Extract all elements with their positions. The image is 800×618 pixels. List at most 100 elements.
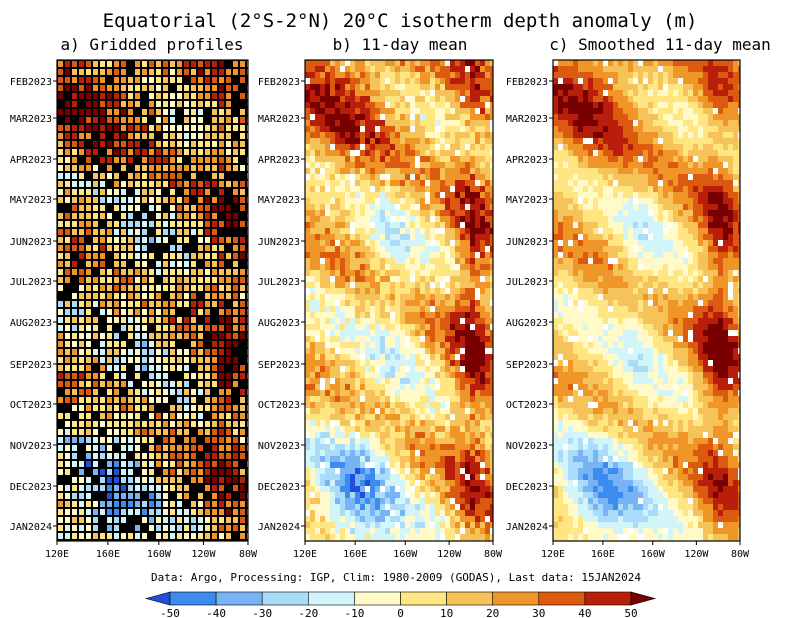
heatmap-cell (608, 120, 613, 126)
heatmap-cell (121, 437, 126, 443)
heatmap-cell (58, 437, 63, 443)
heatmap-cell (360, 162, 365, 168)
heatmap-cell (410, 516, 415, 522)
heatmap-cell (430, 342, 435, 348)
heatmap-cell (310, 186, 315, 192)
heatmap-cell (305, 348, 310, 354)
heatmap-cell (205, 197, 210, 203)
heatmap-cell (728, 108, 733, 114)
heatmap-cell (420, 390, 425, 396)
heatmap-cell (340, 408, 345, 414)
heatmap-cell (184, 141, 189, 147)
heatmap-cell (86, 157, 91, 163)
heatmap-cell (233, 509, 238, 515)
heatmap-cell (305, 264, 310, 270)
heatmap-cell (425, 234, 430, 240)
heatmap-cell (330, 186, 335, 192)
heatmap-cell (425, 438, 430, 444)
heatmap-cell (385, 192, 390, 198)
heatmap-cell (191, 317, 196, 323)
heatmap-cell (320, 336, 325, 342)
heatmap-cell (205, 437, 210, 443)
heatmap-cell (170, 109, 175, 115)
heatmap-cell (603, 102, 608, 108)
heatmap-cell (435, 408, 440, 414)
heatmap-cell (440, 144, 445, 150)
heatmap-cell (128, 533, 133, 539)
heatmap-cell (219, 93, 224, 99)
heatmap-cell (380, 72, 385, 78)
heatmap-cell (598, 72, 603, 78)
heatmap-cell (395, 96, 400, 102)
heatmap-cell (475, 534, 480, 540)
heatmap-cell (450, 408, 455, 414)
heatmap-cell (460, 150, 465, 156)
heatmap-cell (390, 534, 395, 540)
heatmap-cell (184, 405, 189, 411)
heatmap-cell (698, 72, 703, 78)
heatmap-cell (460, 312, 465, 318)
heatmap-cell (58, 469, 63, 475)
heatmap-cell (170, 229, 175, 235)
heatmap-cell (72, 261, 77, 267)
heatmap-cell (315, 432, 320, 438)
heatmap-cell (86, 341, 91, 347)
heatmap-cell (648, 132, 653, 138)
heatmap-cell (233, 501, 238, 507)
heatmap-cell (184, 285, 189, 291)
heatmap-cell (320, 174, 325, 180)
heatmap-cell (198, 285, 203, 291)
heatmap-cell (450, 156, 455, 162)
heatmap-cell (593, 84, 598, 90)
heatmap-cell (395, 192, 400, 198)
heatmap-cell (355, 252, 360, 258)
heatmap-cell (315, 390, 320, 396)
heatmap-cell (350, 378, 355, 384)
heatmap-cell (455, 240, 460, 246)
heatmap-cell (330, 138, 335, 144)
heatmap-cell (435, 348, 440, 354)
heatmap-cell (465, 156, 470, 162)
heatmap-cell (718, 102, 723, 108)
heatmap-cell (465, 360, 470, 366)
heatmap-cell (415, 330, 420, 336)
heatmap-cell (191, 437, 196, 443)
heatmap-cell (330, 162, 335, 168)
heatmap-cell (558, 108, 563, 114)
heatmap-cell (485, 210, 490, 216)
heatmap-cell (460, 444, 465, 450)
heatmap-cell (365, 222, 370, 228)
heatmap-cell (713, 120, 718, 126)
heatmap-cell (305, 282, 310, 288)
heatmap-cell (445, 156, 450, 162)
heatmap-cell (65, 165, 70, 171)
heatmap-cell (400, 84, 405, 90)
heatmap-cell (420, 348, 425, 354)
heatmap-cell (678, 90, 683, 96)
heatmap-cell (420, 432, 425, 438)
heatmap-cell (365, 480, 370, 486)
heatmap-cell (410, 342, 415, 348)
heatmap-cell (315, 474, 320, 480)
heatmap-cell (390, 60, 395, 66)
heatmap-cell (440, 504, 445, 510)
heatmap-cell (400, 372, 405, 378)
heatmap-cell (380, 300, 385, 306)
heatmap-cell (400, 312, 405, 318)
heatmap-cell (420, 192, 425, 198)
heatmap-cell (558, 60, 563, 66)
heatmap-cell (460, 480, 465, 486)
heatmap-cell (395, 396, 400, 402)
heatmap-cell (107, 285, 112, 291)
heatmap-cell (455, 126, 460, 132)
heatmap-cell (480, 240, 485, 246)
heatmap-cell (385, 384, 390, 390)
heatmap-cell (370, 66, 375, 72)
heatmap-cell (107, 365, 112, 371)
heatmap-cell (65, 141, 70, 147)
heatmap-cell (563, 126, 568, 132)
heatmap-cell (184, 389, 189, 395)
heatmap-cell (156, 101, 161, 107)
heatmap-cell (490, 66, 493, 72)
y-tick-label: MAY2023 (10, 195, 52, 206)
